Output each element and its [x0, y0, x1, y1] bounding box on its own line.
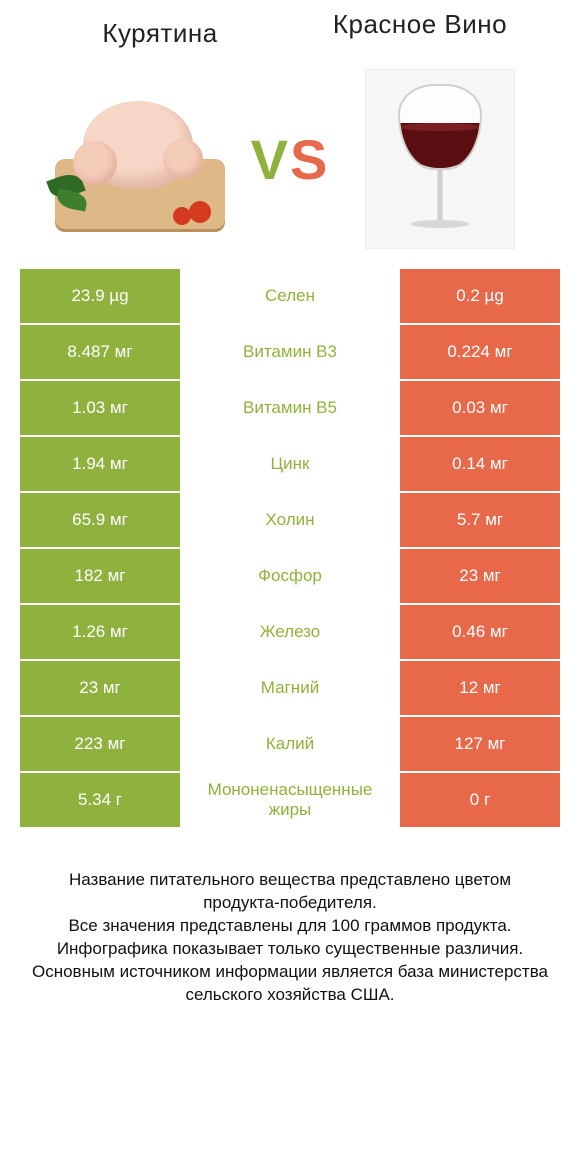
cell-nutrient-name: Селен	[180, 269, 400, 323]
cell-left-value: 1.94 мг	[20, 437, 180, 491]
footer-line: Инфографика показывает только существенн…	[30, 938, 550, 961]
cell-nutrient-name: Фосфор	[180, 549, 400, 603]
table-row: 223 мгКалий127 мг	[20, 717, 560, 773]
cell-left-value: 65.9 мг	[20, 493, 180, 547]
cell-left-value: 5.34 г	[20, 773, 180, 827]
image-left	[50, 69, 230, 249]
table-row: 23 мгМагний12 мг	[20, 661, 560, 717]
cell-right-value: 0.03 мг	[400, 381, 560, 435]
cell-right-value: 5.7 мг	[400, 493, 560, 547]
cell-nutrient-name: Витамин B3	[180, 325, 400, 379]
title-left: Курятина	[30, 10, 290, 49]
title-right: Красное Вино	[290, 10, 550, 40]
cell-left-value: 23 мг	[20, 661, 180, 715]
infographic-container: Курятина Красное Вино VS 23.9 µgСелен0.2…	[0, 0, 580, 1007]
footer-line: Название питательного вещества представл…	[30, 869, 550, 915]
table-row: 23.9 µgСелен0.2 µg	[20, 269, 560, 325]
cell-left-value: 182 мг	[20, 549, 180, 603]
cell-nutrient-name: Цинк	[180, 437, 400, 491]
chicken-icon	[55, 159, 225, 229]
cell-right-value: 0.14 мг	[400, 437, 560, 491]
cell-right-value: 0.224 мг	[400, 325, 560, 379]
cell-left-value: 223 мг	[20, 717, 180, 771]
footer-notes: Название питательного вещества представл…	[20, 869, 560, 1007]
table-row: 1.03 мгВитамин B50.03 мг	[20, 381, 560, 437]
cell-nutrient-name: Мононенасыщенные жиры	[180, 773, 400, 827]
cell-right-value: 0.2 µg	[400, 269, 560, 323]
table-row: 182 мгФосфор23 мг	[20, 549, 560, 605]
header: Курятина Красное Вино	[20, 10, 560, 49]
table-row: 1.94 мгЦинк0.14 мг	[20, 437, 560, 493]
image-right	[350, 69, 530, 249]
cell-nutrient-name: Железо	[180, 605, 400, 659]
vs-label: VS	[230, 127, 350, 192]
cell-nutrient-name: Витамин B5	[180, 381, 400, 435]
cell-nutrient-name: Магний	[180, 661, 400, 715]
cell-nutrient-name: Калий	[180, 717, 400, 771]
wine-glass-icon	[365, 69, 515, 249]
vs-v: V	[251, 127, 290, 192]
cell-left-value: 1.26 мг	[20, 605, 180, 659]
cell-left-value: 1.03 мг	[20, 381, 180, 435]
cell-right-value: 23 мг	[400, 549, 560, 603]
cell-nutrient-name: Холин	[180, 493, 400, 547]
footer-line: Основным источником информации является …	[30, 961, 550, 1007]
table-row: 65.9 мгХолин5.7 мг	[20, 493, 560, 549]
cell-left-value: 8.487 мг	[20, 325, 180, 379]
cell-right-value: 0 г	[400, 773, 560, 827]
cell-right-value: 12 мг	[400, 661, 560, 715]
footer-line: Все значения представлены для 100 граммо…	[30, 915, 550, 938]
comparison-table: 23.9 µgСелен0.2 µg8.487 мгВитамин B30.22…	[20, 269, 560, 829]
table-row: 5.34 гМононенасыщенные жиры0 г	[20, 773, 560, 829]
cell-right-value: 0.46 мг	[400, 605, 560, 659]
cell-right-value: 127 мг	[400, 717, 560, 771]
vs-row: VS	[20, 59, 560, 259]
cell-left-value: 23.9 µg	[20, 269, 180, 323]
vs-s: S	[290, 127, 329, 192]
table-row: 8.487 мгВитамин B30.224 мг	[20, 325, 560, 381]
table-row: 1.26 мгЖелезо0.46 мг	[20, 605, 560, 661]
